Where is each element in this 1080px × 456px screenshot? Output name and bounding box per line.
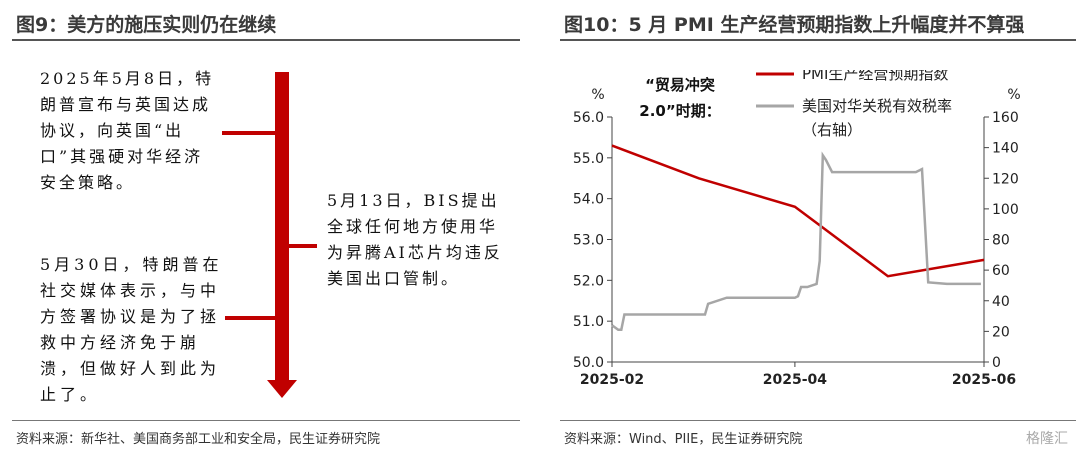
right-tick-label: 40: [992, 294, 1010, 310]
right-tick-label: 160: [992, 110, 1019, 126]
left-panel: 图9：美方的施压实则仍在继续 2025年5月8日，特朗普宣布与英国达成协议，向英…: [0, 0, 524, 456]
annotation-line-2: 2.0”时期：: [639, 102, 720, 120]
figure10-title: 图10：5 月 PMI 生产经营预期指数上升幅度并不算强: [564, 14, 1025, 36]
right-tick-label: 20: [992, 324, 1010, 340]
legend-label-tariff: 美国对华关税有效税率: [802, 97, 952, 115]
annotation-line-1: “贸易冲突: [645, 76, 715, 94]
x-tick-label: 2025-04: [763, 372, 828, 388]
figure10-source: 资料来源：Wind、PIIE，民生证券研究院: [564, 432, 803, 447]
left-tick-label: 54.0: [573, 192, 604, 208]
title-rule: [560, 39, 1076, 41]
legend-label-tariff-axis: （右轴）: [802, 121, 862, 139]
x-tick-label: 2025-06: [952, 372, 1016, 388]
timeline-connector-1: [222, 131, 277, 135]
timeline-bar: [275, 72, 289, 382]
x-tick-label: 2025-02: [580, 372, 644, 388]
figure9-title: 图9：美方的施压实则仍在继续: [16, 14, 277, 36]
source-rule: [12, 420, 520, 421]
event-may-13: 5月13日，BIS提出全球任何地方使用华为昇腾AI芯片均违反美国出口管制。: [327, 191, 503, 288]
left-tick-label: 52.0: [573, 273, 604, 289]
source-rule: [560, 420, 1076, 421]
pmi-tariff-chart: % % 56.0 55.0 54.0 53.0 52.0 51.0 50.0 160 140 120 1…: [573, 70, 1021, 388]
left-tick-label: 56.0: [573, 110, 604, 126]
event-may-8: 2025年5月8日，特朗普宣布与英国达成协议，向英国“出口”其强硬对华经济安全策…: [40, 69, 215, 192]
right-tick-label: 60: [992, 263, 1010, 279]
right-axis-unit: %: [1007, 87, 1020, 103]
right-tick-label: 80: [992, 233, 1010, 249]
left-axis-unit: %: [591, 87, 604, 103]
watermark-logo: 格隆汇: [1026, 431, 1068, 447]
left-tick-label: 53.0: [573, 233, 604, 249]
series-line-2: [611, 151, 981, 332]
right-tick-label: 0: [992, 355, 1001, 371]
right-tick-label: 120: [992, 171, 1019, 187]
event-may-30: 5月30日，特朗普在社交媒体表示，与中方签署协议是为了拯救中方经济免于崩溃，但做…: [40, 255, 223, 404]
left-tick-label: 50.0: [573, 355, 604, 371]
legend-label-pmi: PMI生产经营预期指数: [802, 70, 948, 83]
title-rule: [12, 39, 520, 41]
left-tick-label: 51.0: [573, 314, 604, 330]
right-panel: 图10：5 月 PMI 生产经营预期指数上升幅度并不算强 %% 56.0 55.0 5…: [548, 0, 1080, 456]
left-tick-label: 55.0: [573, 151, 604, 167]
timeline-arrowhead-icon: [267, 380, 297, 398]
series-line-1: [611, 144, 985, 278]
right-tick-label: 140: [992, 141, 1019, 157]
timeline-connector-3: [225, 316, 277, 320]
timeline-connector-2: [287, 244, 317, 248]
figure9-source: 资料来源：新华社、美国商务部工业和安全局，民生证券研究院: [16, 432, 381, 447]
right-tick-label: 100: [992, 202, 1019, 218]
